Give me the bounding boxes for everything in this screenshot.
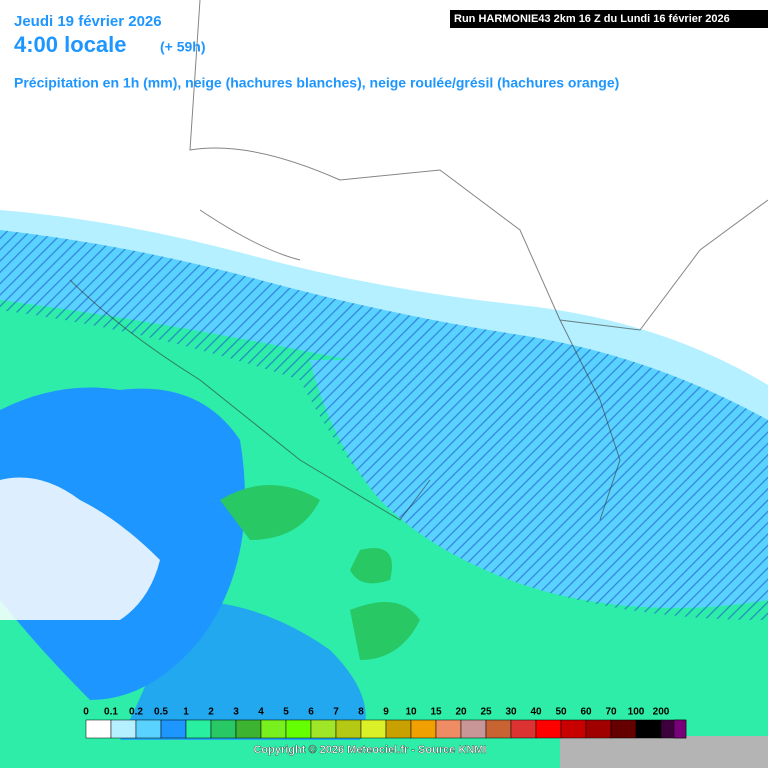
legend-swatch	[135, 719, 162, 739]
legend-swatch	[335, 719, 362, 739]
legend-label: 7	[333, 707, 339, 718]
legend-label: 3	[233, 707, 239, 718]
copyright: Copyright © 2026 Meteociel.fr - Source K…	[253, 744, 486, 756]
legend-label: 70	[605, 707, 617, 718]
legend-label: 50	[555, 707, 567, 718]
legend-swatch	[85, 719, 112, 739]
legend-swatch	[160, 719, 187, 739]
legend-swatch	[485, 719, 512, 739]
legend-swatch	[235, 719, 262, 739]
run-banner	[450, 10, 768, 28]
legend-swatch	[460, 719, 487, 739]
rain-05-south	[120, 600, 366, 740]
legend-swatch	[610, 719, 637, 739]
legend-label: 100	[628, 707, 645, 718]
legend-swatch	[535, 719, 562, 739]
legend-swatch	[385, 719, 412, 739]
time: 4:00 locale	[14, 32, 127, 57]
legend-swatch	[210, 719, 237, 739]
legend-swatch	[260, 719, 287, 739]
legend-label: 6	[308, 707, 314, 718]
legend-label: 5	[283, 707, 289, 718]
date: Jeudi 19 février 2026	[14, 13, 162, 30]
legend-label: 0	[83, 707, 89, 718]
legend-swatch	[310, 719, 337, 739]
legend-label: 20	[455, 707, 467, 718]
legend-label: 10	[405, 707, 417, 718]
snow-hatch	[0, 230, 768, 620]
description: Précipitation en 1h (mm), neige (hachure…	[14, 75, 619, 91]
legend-swatch	[435, 719, 462, 739]
dry-gap	[0, 477, 160, 620]
legend-label: 30	[505, 707, 517, 718]
corner-gray	[560, 736, 768, 768]
legend-swatch	[410, 719, 437, 739]
legend-label: 0.2	[129, 707, 143, 718]
legend-label: 25	[480, 707, 492, 718]
legend-label: 200	[653, 707, 670, 718]
legend-swatch	[285, 719, 312, 739]
legend-swatch	[585, 719, 612, 739]
legend-swatch	[360, 719, 387, 739]
legend-label: 1	[183, 707, 189, 718]
legend-swatch	[635, 719, 662, 739]
lead-time: (+ 59h)	[160, 39, 206, 55]
legend-label: 8	[358, 707, 364, 718]
legend-label: 2	[208, 707, 214, 718]
legend-label: 40	[530, 707, 542, 718]
run-info: Run HARMONIE43 2km 16 Z du Lundi 16 févr…	[454, 13, 730, 25]
borders	[69, 0, 768, 521]
legend-label: 9	[383, 707, 389, 718]
rain-2	[220, 485, 420, 660]
legend-swatch	[673, 719, 687, 739]
legend-label: 15	[430, 707, 442, 718]
legend-label: 0.5	[154, 707, 168, 718]
legend-label: 0.1	[104, 707, 118, 718]
legend-swatch	[510, 719, 537, 739]
legend-label: 60	[580, 707, 592, 718]
legend-swatch	[185, 719, 212, 739]
legend-label: 4	[258, 707, 264, 718]
legend-swatch	[110, 719, 137, 739]
legend-swatch	[560, 719, 587, 739]
legend: 0 0.1 0.2 0.5 1 2 3 4 5 6 7 8 9 10 15 20 25 30 40 50 60 70 100…	[83, 707, 687, 739]
